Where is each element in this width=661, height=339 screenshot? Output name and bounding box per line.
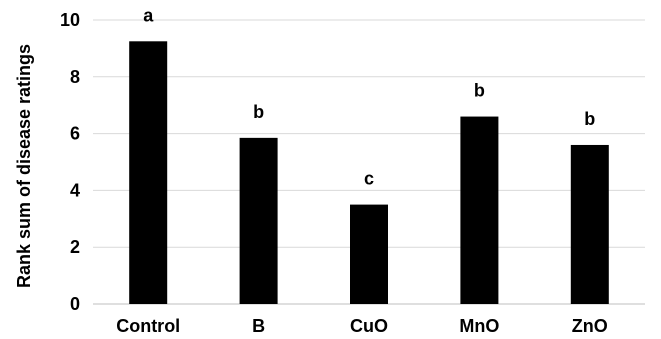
- y-axis-title: Rank sum of disease ratings: [14, 44, 34, 288]
- x-category-label: ZnO: [572, 316, 608, 336]
- significance-letter: a: [143, 5, 154, 25]
- y-tick-label: 0: [70, 294, 80, 314]
- y-tick-label: 4: [70, 180, 80, 200]
- x-category-label: Control: [116, 316, 180, 336]
- gridlines: [93, 19, 645, 305]
- x-category-label: MnO: [459, 316, 499, 336]
- significance-letter: b: [584, 109, 595, 129]
- significance-letters: a b c b b: [143, 5, 595, 188]
- bar-control: [129, 41, 168, 305]
- significance-letter: b: [253, 102, 264, 122]
- x-category-label: CuO: [350, 316, 388, 336]
- significance-letter: b: [474, 81, 485, 101]
- bar-mno: [460, 116, 499, 304]
- y-tick-label: 6: [70, 124, 80, 144]
- y-tick-label: 8: [70, 67, 80, 87]
- y-tick-labels: 0 2 4 6 8 10: [60, 10, 80, 314]
- x-category-labels: Control B CuO MnO ZnO: [116, 316, 608, 336]
- y-tick-label: 10: [60, 10, 80, 30]
- bars: [129, 41, 609, 305]
- bar-cuo: [350, 204, 388, 304]
- x-category-label: B: [252, 316, 265, 336]
- y-tick-label: 2: [70, 237, 80, 257]
- significance-letter: c: [364, 169, 374, 189]
- bar-zno: [570, 144, 609, 304]
- bar-b: [239, 137, 278, 304]
